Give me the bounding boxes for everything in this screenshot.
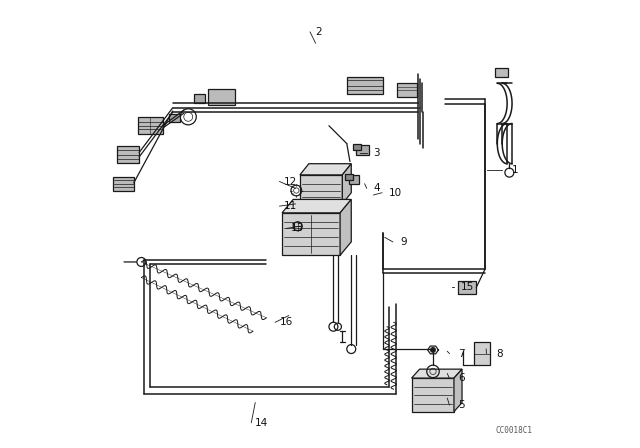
Text: 3: 3	[374, 147, 380, 158]
Bar	[356, 146, 369, 155]
Text: 11: 11	[284, 201, 298, 211]
Text: 7: 7	[458, 349, 465, 358]
Bar	[347, 77, 383, 95]
Text: CC0018C1: CC0018C1	[496, 426, 532, 435]
Text: 2: 2	[316, 27, 322, 37]
Text: 1: 1	[512, 165, 518, 176]
Text: 15: 15	[461, 281, 474, 292]
Bar	[345, 174, 353, 180]
Text: 4: 4	[374, 183, 380, 193]
Text: 14: 14	[255, 418, 269, 428]
Circle shape	[431, 348, 435, 352]
Bar	[349, 175, 359, 184]
Polygon shape	[454, 369, 462, 412]
Text: 8: 8	[497, 349, 503, 358]
Text: 16: 16	[280, 317, 293, 327]
Bar	[412, 378, 454, 412]
Bar	[397, 83, 417, 97]
Bar	[169, 114, 180, 122]
Text: 6: 6	[458, 373, 465, 383]
Bar	[495, 68, 508, 77]
Bar	[282, 213, 340, 255]
Polygon shape	[282, 199, 351, 213]
Polygon shape	[412, 369, 462, 378]
Text: 5: 5	[458, 400, 465, 410]
Polygon shape	[300, 164, 351, 175]
Text: 12: 12	[284, 177, 298, 186]
Polygon shape	[342, 164, 351, 204]
Text: 9: 9	[401, 237, 407, 247]
Bar	[474, 342, 490, 365]
Bar	[138, 117, 163, 134]
Bar	[116, 146, 139, 163]
Polygon shape	[340, 199, 351, 255]
Text: 13: 13	[291, 224, 304, 233]
Bar	[194, 95, 205, 103]
Bar	[209, 89, 235, 104]
Bar	[300, 175, 342, 204]
Bar	[458, 281, 476, 294]
Bar	[353, 144, 361, 151]
Bar	[113, 177, 134, 191]
Text: 10: 10	[389, 188, 403, 198]
